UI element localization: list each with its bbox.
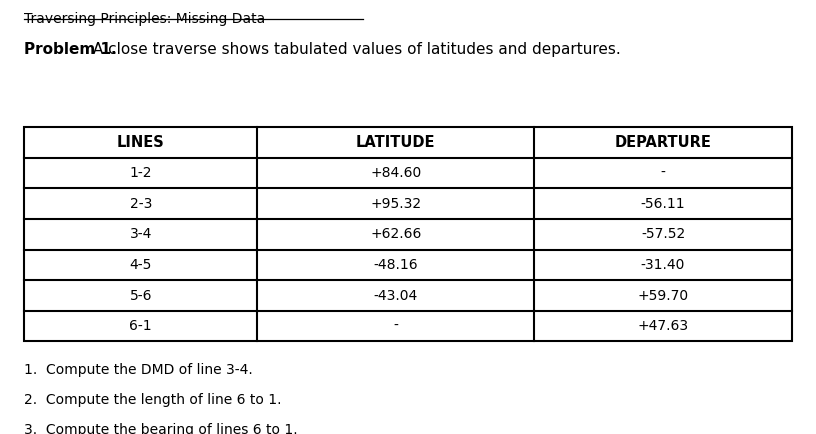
Text: 3-4: 3-4 (130, 227, 152, 241)
Text: A close traverse shows tabulated values of latitudes and departures.: A close traverse shows tabulated values … (88, 43, 621, 57)
Text: 1.  Compute the DMD of line 3-4.: 1. Compute the DMD of line 3-4. (24, 363, 253, 377)
Text: +59.70: +59.70 (637, 289, 689, 302)
Text: -31.40: -31.40 (641, 258, 685, 272)
Text: -: - (661, 166, 665, 180)
Text: 5-6: 5-6 (130, 289, 152, 302)
Text: DEPARTURE: DEPARTURE (614, 135, 712, 150)
Text: -: - (393, 319, 398, 333)
Text: -43.04: -43.04 (374, 289, 418, 302)
Text: LATITUDE: LATITUDE (356, 135, 436, 150)
Text: +47.63: +47.63 (637, 319, 689, 333)
Text: +62.66: +62.66 (370, 227, 421, 241)
Text: Traversing Principles: Missing Data: Traversing Principles: Missing Data (24, 12, 266, 26)
Text: 2.  Compute the length of line 6 to 1.: 2. Compute the length of line 6 to 1. (24, 393, 282, 407)
Text: 2-3: 2-3 (130, 197, 152, 210)
Text: 1-2: 1-2 (130, 166, 152, 180)
Text: +84.60: +84.60 (370, 166, 421, 180)
Text: -56.11: -56.11 (641, 197, 685, 210)
Text: +95.32: +95.32 (370, 197, 421, 210)
Text: 4-5: 4-5 (130, 258, 152, 272)
Text: -57.52: -57.52 (641, 227, 685, 241)
Text: 3.  Compute the bearing of lines 6 to 1.: 3. Compute the bearing of lines 6 to 1. (24, 424, 298, 434)
Text: -48.16: -48.16 (374, 258, 418, 272)
Text: 6-1: 6-1 (130, 319, 152, 333)
Text: LINES: LINES (117, 135, 165, 150)
Text: Problem 1.: Problem 1. (24, 43, 118, 57)
